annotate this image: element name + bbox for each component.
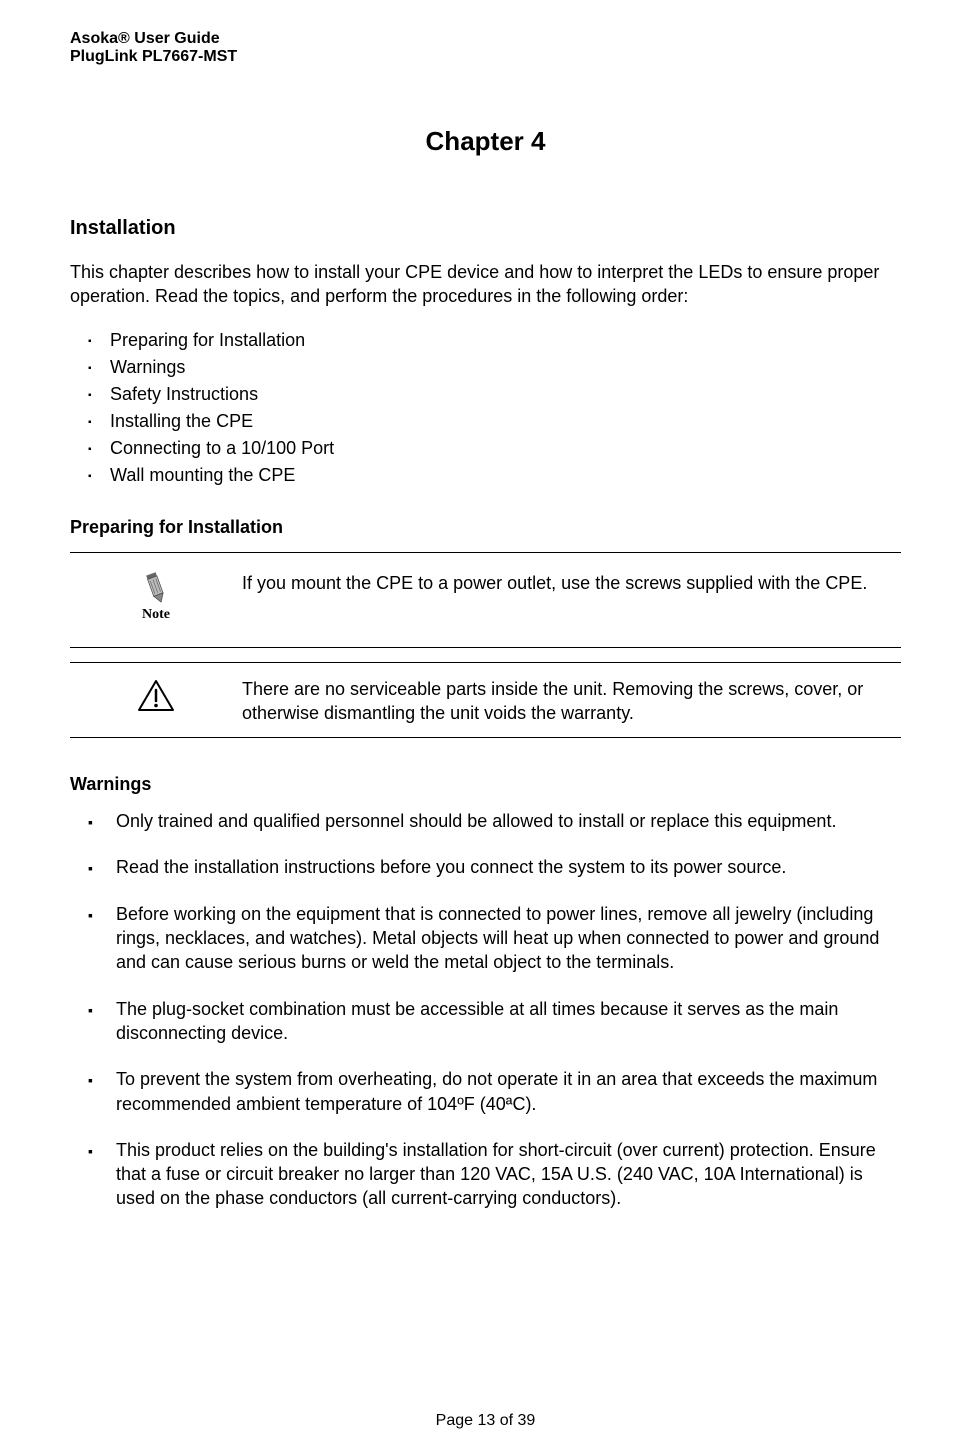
- note-label: Note: [130, 607, 182, 623]
- list-item: Safety Instructions: [88, 381, 901, 408]
- list-item: Wall mounting the CPE: [88, 462, 901, 489]
- header-model: PlugLink PL7667-MST: [70, 48, 901, 66]
- list-item: Warnings: [88, 354, 901, 381]
- note-icon: Note: [130, 571, 182, 623]
- chapter-title: Chapter 4: [70, 126, 901, 157]
- list-item: Preparing for Installation: [88, 327, 901, 354]
- header: Asoka® User Guide PlugLink PL7667-MST: [70, 30, 901, 66]
- list-item: This product relies on the building's in…: [88, 1138, 901, 1211]
- caution-text: There are no serviceable parts inside th…: [242, 677, 901, 726]
- list-item: Only trained and qualified personnel sho…: [88, 809, 901, 833]
- page-footer: Page 13 of 39: [0, 1412, 971, 1430]
- warnings-heading: Warnings: [70, 774, 901, 795]
- note-text: If you mount the CPE to a power outlet, …: [242, 571, 901, 595]
- list-item: Installing the CPE: [88, 408, 901, 435]
- list-item: Connecting to a 10/100 Port: [88, 435, 901, 462]
- note-block: Note If you mount the CPE to a power out…: [70, 553, 901, 647]
- preparing-heading: Preparing for Installation: [70, 517, 901, 538]
- section-installation-heading: Installation: [70, 217, 901, 240]
- list-item: To prevent the system from overheating, …: [88, 1067, 901, 1116]
- warnings-list: Only trained and qualified personnel sho…: [70, 809, 901, 1211]
- installation-topic-list: Preparing for Installation Warnings Safe…: [70, 327, 901, 489]
- header-product: Asoka® User Guide: [70, 30, 901, 48]
- caution-block: There are no serviceable parts inside th…: [70, 663, 901, 738]
- list-item: The plug-socket combination must be acce…: [88, 997, 901, 1046]
- installation-intro: This chapter describes how to install yo…: [70, 260, 901, 309]
- list-item: Before working on the equipment that is …: [88, 902, 901, 975]
- list-item: Read the installation instructions befor…: [88, 855, 901, 879]
- page: Asoka® User Guide PlugLink PL7667-MST Ch…: [0, 0, 971, 1454]
- caution-icon: [130, 677, 182, 718]
